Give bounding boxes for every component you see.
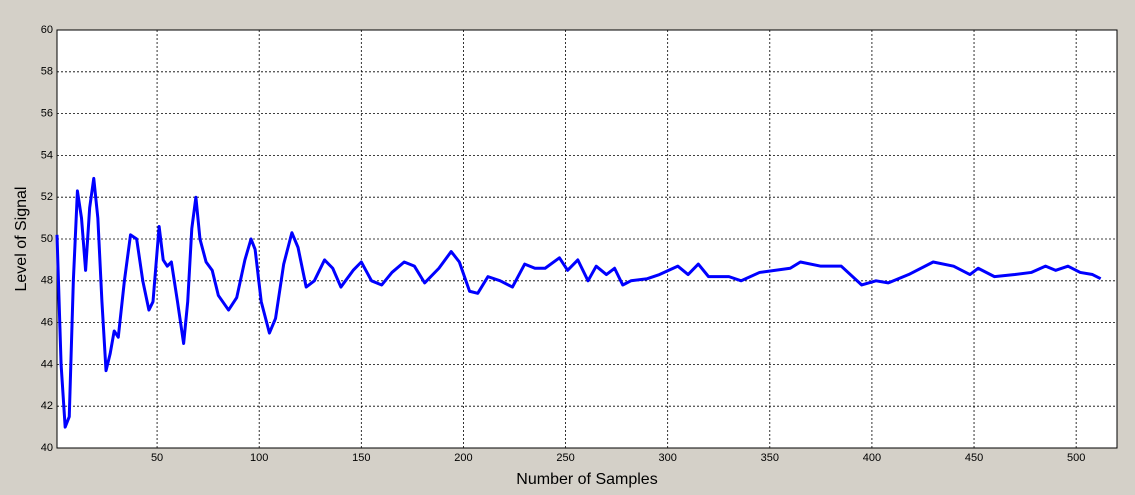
x-tick-label: 100 <box>250 452 268 464</box>
x-axis-label: Number of Samples <box>516 471 657 488</box>
x-tick-label: 150 <box>352 452 370 464</box>
y-tick-label: 58 <box>41 66 53 78</box>
x-tick-label: 200 <box>454 452 472 464</box>
x-tick-label: 400 <box>863 452 881 464</box>
y-tick-label: 40 <box>41 442 53 454</box>
y-tick-label: 44 <box>41 358 53 370</box>
y-tick-label: 56 <box>41 108 53 120</box>
x-tick-label: 500 <box>1067 452 1085 464</box>
x-tick-label: 450 <box>965 452 983 464</box>
y-tick-label: 48 <box>41 275 53 287</box>
y-tick-label: 50 <box>41 233 53 245</box>
y-tick-label: 46 <box>41 317 53 329</box>
y-tick-label: 52 <box>41 191 53 203</box>
y-tick-label: 54 <box>41 149 53 161</box>
y-axis-label: Level of Signal <box>13 187 30 292</box>
x-tick-label: 250 <box>556 452 574 464</box>
y-tick-label: 42 <box>41 400 53 412</box>
x-tick-label: 300 <box>658 452 676 464</box>
line-series <box>55 176 1102 429</box>
y-tick-label: 60 <box>41 24 53 36</box>
x-tick-label: 50 <box>151 452 163 464</box>
x-tick-label: 350 <box>761 452 779 464</box>
